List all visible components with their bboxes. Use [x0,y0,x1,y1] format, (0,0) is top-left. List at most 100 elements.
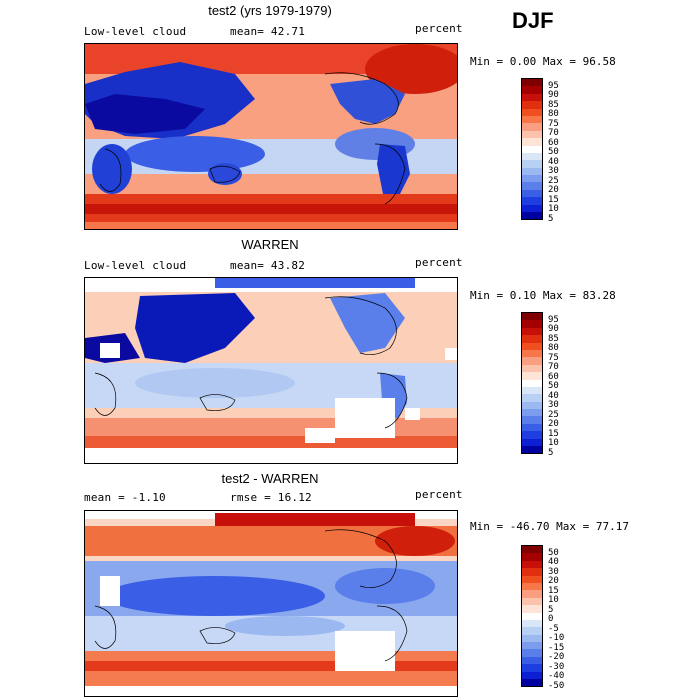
colorbar-tick-label: 15 [548,585,559,596]
colorbar-tick-label: 70 [548,128,559,139]
colorbar-cell [522,679,542,687]
colorbar-tick-label: 30 [548,166,559,177]
panel2-field [85,278,457,463]
colorbar-tick-label: 90 [548,90,559,101]
colorbar-tick-label: 5 [548,447,554,458]
panel1-variable: Low-level cloud [84,25,187,38]
colorbar-cell [522,438,542,447]
colorbar-cell [522,372,542,380]
colorbar-tick-label: -40 [548,671,565,682]
panel3-colorbar-cells [522,546,542,687]
colorbar-cell [522,394,542,402]
colorbar-cell [522,582,542,591]
colorbar-cell [522,152,542,161]
colorbar-tick-label: 25 [548,175,559,186]
colorbar-cell [522,416,542,424]
colorbar-tick-label: 95 [548,81,559,91]
colorbar-tick-label: 10 [548,204,559,215]
panel3-map [84,510,458,697]
colorbar-tick-label: 5 [548,213,554,224]
panel3-units: percent [415,488,463,501]
panel3-field [85,511,457,696]
colorbar-cell [522,446,542,454]
colorbar-cell [522,79,542,87]
colorbar-tick-label: 75 [548,118,559,129]
colorbar-cell [522,634,542,643]
colorbar-cell [522,553,542,561]
colorbar-cell [522,590,542,598]
colorbar-cell [522,335,542,343]
panel3-minmax: Min = -46.70 Max = 77.17 [470,520,629,533]
colorbar-tick-label: -15 [548,642,565,653]
colorbar-tick-label: 15 [548,194,559,205]
colorbar-cell [522,320,542,328]
colorbar-cell [522,167,542,176]
colorbar-cell [522,568,542,576]
colorbar-cell [522,597,542,606]
colorbar-cell [522,605,542,613]
panel3-colorbar [521,545,543,688]
colorbar-tick-label: 70 [548,362,559,373]
colorbar-tick-label: 40 [548,557,559,568]
panel3-mean: mean = -1.10 [84,491,166,504]
panel1-minmax: Min = 0.00 Max = 96.58 [470,55,616,68]
panel2-title: WARREN [241,237,299,252]
colorbar-cell [522,575,542,583]
panel2-colorbar [521,312,543,455]
colorbar-cell [522,175,542,183]
colorbar-cell [522,357,542,365]
colorbar-cell [522,327,542,336]
colorbar-cell [522,409,542,417]
colorbar-tick-label: 15 [548,428,559,439]
colorbar-cell [522,182,542,190]
colorbar-cell [522,642,542,650]
colorbar-tick-label: 40 [548,390,559,401]
colorbar-tick-label: 85 [548,333,559,344]
colorbar-tick-label: -20 [548,652,565,663]
colorbar-tick-label: 20 [548,576,559,587]
panel1-colorbar [521,78,543,221]
colorbar-cell [522,313,542,321]
colorbar-tick-label: -50 [548,680,565,691]
colorbar-cell [522,123,542,131]
colorbar-cell [522,86,542,94]
panel2-mean: mean= 43.82 [230,259,306,272]
panel1-mean: mean= 42.71 [230,25,306,38]
season-label: DJF [512,8,554,33]
colorbar-tick-label: 10 [548,438,559,449]
colorbar-tick-label: 25 [548,409,559,420]
colorbar-cell [522,197,542,205]
colorbar-cell [522,431,542,439]
colorbar-tick-label: 60 [548,137,559,148]
panel2-map [84,277,458,464]
colorbar-tick-label: 50 [548,548,559,558]
colorbar-tick-label: 20 [548,185,559,196]
colorbar-tick-label: 80 [548,109,559,120]
panel1-map [84,43,458,230]
colorbar-tick-label: -5 [548,623,559,634]
colorbar-cell [522,145,542,153]
colorbar-tick-label: 10 [548,595,559,606]
colorbar-tick-label: 50 [548,381,559,392]
colorbar-cell [522,160,542,168]
colorbar-cell [522,342,542,350]
colorbar-cell [522,93,542,102]
colorbar-cell [522,138,542,146]
colorbar-tick-label: 85 [548,99,559,110]
colorbar-tick-label: -30 [548,661,565,672]
colorbar-cell [522,364,542,373]
colorbar-cell [522,656,542,665]
panel2-variable: Low-level cloud [84,259,187,272]
colorbar-tick-label: 40 [548,156,559,167]
colorbar-tick-label: 90 [548,324,559,335]
panel2-minmax: Min = 0.10 Max = 83.28 [470,289,616,302]
colorbar-cell [522,612,542,620]
colorbar-cell [522,649,542,657]
colorbar-tick-label: 60 [548,371,559,382]
panel2-colorbar-cells [522,313,542,454]
colorbar-tick-label: 0 [548,614,554,625]
colorbar-tick-label: 80 [548,343,559,354]
colorbar-cell [522,386,542,395]
colorbar-cell [522,101,542,109]
colorbar-cell [522,627,542,635]
